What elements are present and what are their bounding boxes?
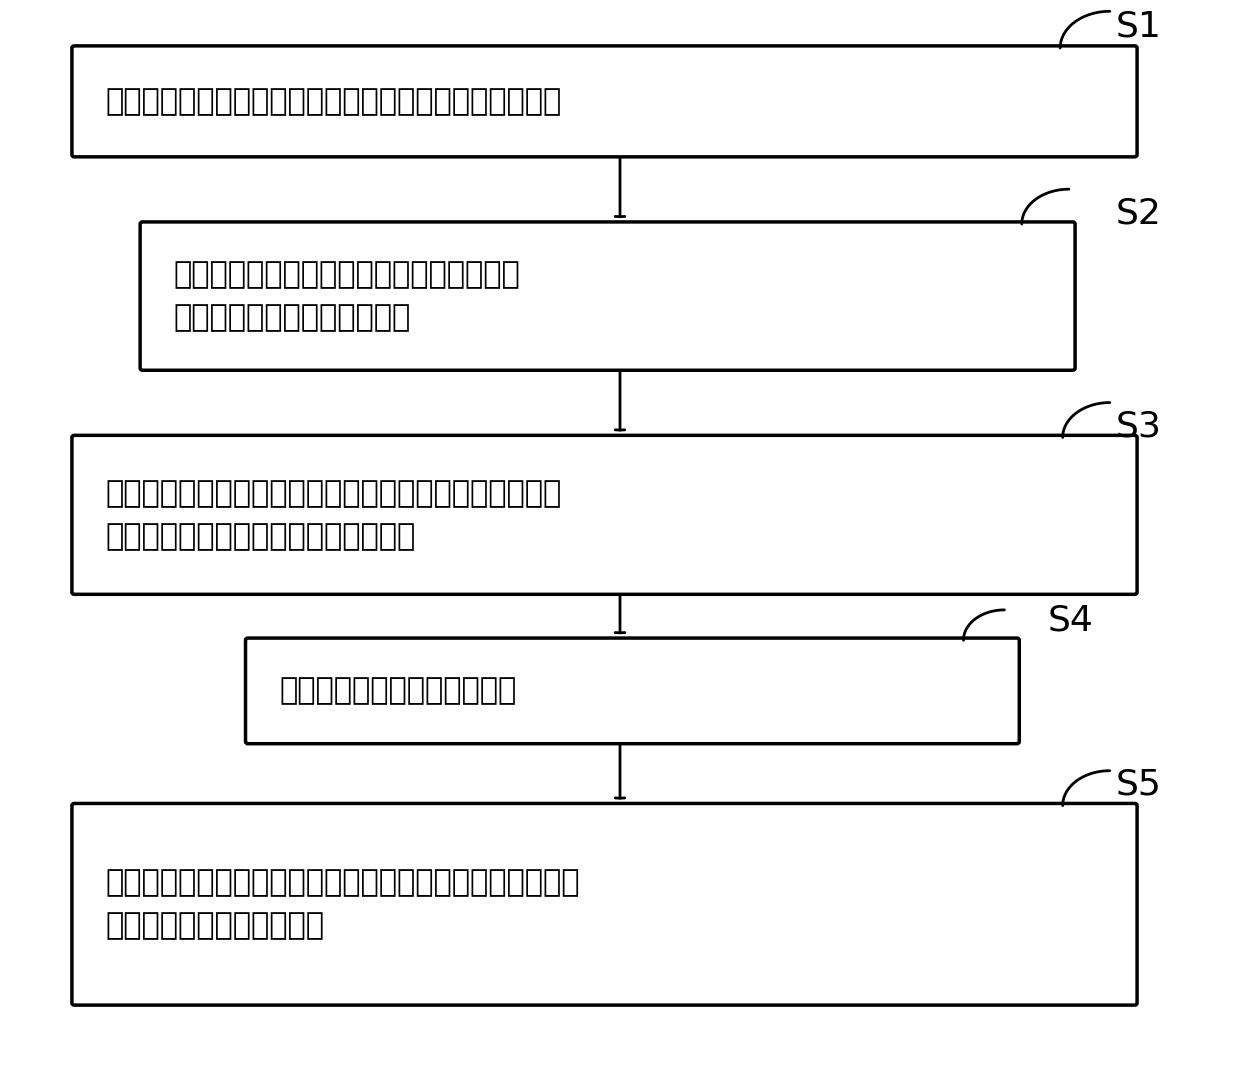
Text: S4: S4 bbox=[1048, 604, 1094, 638]
Text: S2: S2 bbox=[1116, 196, 1162, 230]
Text: 实验进行中采集实验操作人员个人信息及实验操作进程信息
和实验设备的运行状态信息: 实验进行中采集实验操作人员个人信息及实验操作进程信息 和实验设备的运行状态信息 bbox=[105, 869, 580, 940]
Text: 初步预约实验地点、实验项目、实验时间，
申请实验辅导和预约在线测试: 初步预约实验地点、实验项目、实验时间， 申请实验辅导和预约在线测试 bbox=[174, 260, 521, 332]
Text: 对系统用户进行设置，辨识系统用户身份、获取对应权限: 对系统用户进行设置，辨识系统用户身份、获取对应权限 bbox=[105, 86, 562, 116]
FancyBboxPatch shape bbox=[140, 222, 1075, 370]
FancyBboxPatch shape bbox=[246, 638, 1019, 744]
Text: 根据初步预约信息安排实验地点、实验项目、实验时间，
安排实验辅导教师和开放在线测试权限: 根据初步预约信息安排实验地点、实验项目、实验时间， 安排实验辅导教师和开放在线测… bbox=[105, 479, 562, 551]
Text: S3: S3 bbox=[1116, 410, 1162, 444]
FancyBboxPatch shape bbox=[72, 803, 1137, 1005]
FancyBboxPatch shape bbox=[72, 435, 1137, 594]
Text: 系统用户查询并确认预约信息: 系统用户查询并确认预约信息 bbox=[279, 676, 516, 705]
Text: S5: S5 bbox=[1116, 767, 1162, 801]
FancyBboxPatch shape bbox=[72, 46, 1137, 157]
Text: S1: S1 bbox=[1116, 10, 1162, 44]
